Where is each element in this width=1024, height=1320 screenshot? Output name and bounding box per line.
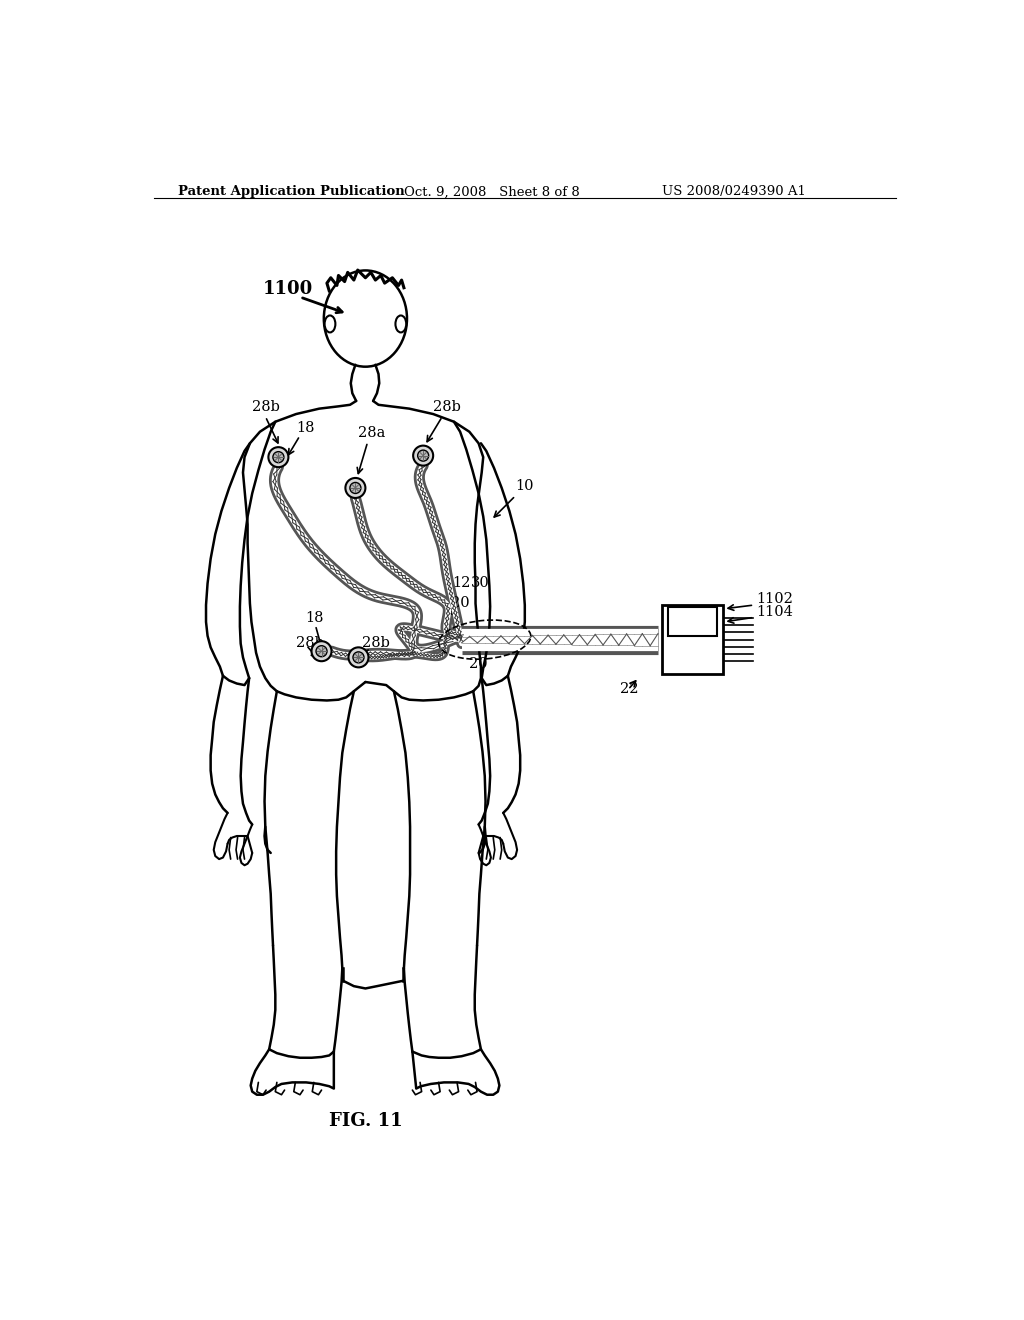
Circle shape — [348, 647, 369, 668]
Circle shape — [350, 482, 360, 494]
Text: 1104: 1104 — [756, 605, 793, 619]
Text: 28b: 28b — [296, 636, 324, 649]
Ellipse shape — [325, 315, 336, 333]
Text: 28b: 28b — [252, 400, 281, 414]
Bar — [668, 607, 717, 636]
Text: 18: 18 — [296, 421, 314, 434]
Text: US 2008/0249390 A1: US 2008/0249390 A1 — [662, 185, 806, 198]
Text: 20: 20 — [469, 657, 488, 671]
Circle shape — [316, 645, 327, 657]
Text: 12: 12 — [453, 576, 471, 590]
Text: 28a: 28a — [358, 426, 386, 440]
Text: 1102: 1102 — [756, 593, 793, 606]
Text: 10: 10 — [515, 479, 535, 492]
Text: 1100: 1100 — [263, 280, 313, 298]
Text: 18: 18 — [305, 611, 324, 624]
Circle shape — [353, 652, 364, 663]
Circle shape — [418, 450, 429, 461]
Ellipse shape — [395, 315, 407, 333]
Text: 28b: 28b — [433, 400, 461, 414]
Circle shape — [311, 642, 332, 661]
Text: FIG. 11: FIG. 11 — [329, 1113, 402, 1130]
Circle shape — [272, 451, 284, 463]
Text: 28b: 28b — [361, 636, 389, 649]
Text: 22: 22 — [621, 682, 639, 696]
Circle shape — [413, 446, 433, 466]
Text: 30: 30 — [471, 576, 489, 590]
Text: 20: 20 — [451, 595, 470, 610]
Bar — [662, 605, 724, 675]
Circle shape — [268, 447, 289, 467]
Circle shape — [345, 478, 366, 498]
Text: Oct. 9, 2008   Sheet 8 of 8: Oct. 9, 2008 Sheet 8 of 8 — [403, 185, 580, 198]
Text: Patent Application Publication: Patent Application Publication — [178, 185, 406, 198]
